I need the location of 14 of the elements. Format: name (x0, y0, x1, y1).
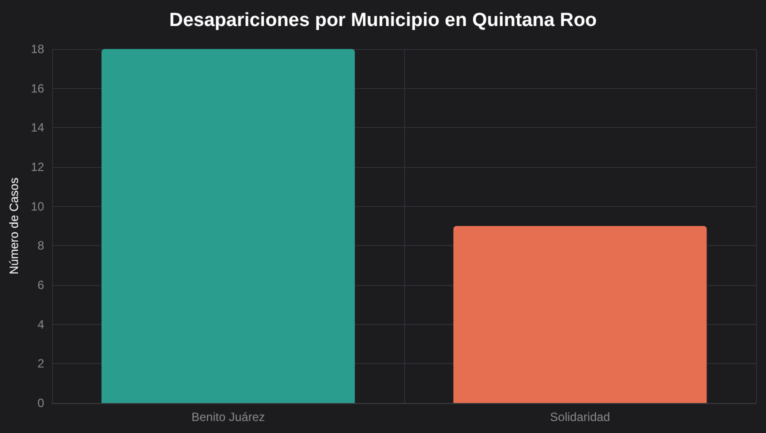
y-tick-label: 8 (38, 238, 45, 253)
chart-title: Desapariciones por Municipio en Quintana Roo (169, 10, 597, 31)
x-tick-label: Benito Juárez (191, 410, 265, 424)
y-axis-title: Número de Casos (7, 178, 21, 274)
y-tick-label: 2 (38, 356, 45, 371)
y-tick-label: 18 (30, 42, 45, 56)
y-tick-label: 0 (38, 396, 45, 410)
y-tick-label: 16 (30, 81, 45, 96)
y-tick-label: 10 (30, 199, 45, 214)
y-tick-label: 14 (30, 120, 45, 135)
y-tick-label: 12 (30, 160, 45, 174)
x-tick-label: Solidaridad (550, 410, 610, 424)
y-tick-label: 4 (38, 317, 45, 332)
y-tick-label: 6 (38, 278, 45, 292)
